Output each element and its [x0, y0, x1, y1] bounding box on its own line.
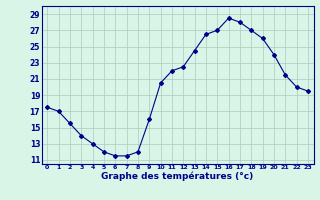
X-axis label: Graphe des températures (°c): Graphe des températures (°c) [101, 172, 254, 181]
